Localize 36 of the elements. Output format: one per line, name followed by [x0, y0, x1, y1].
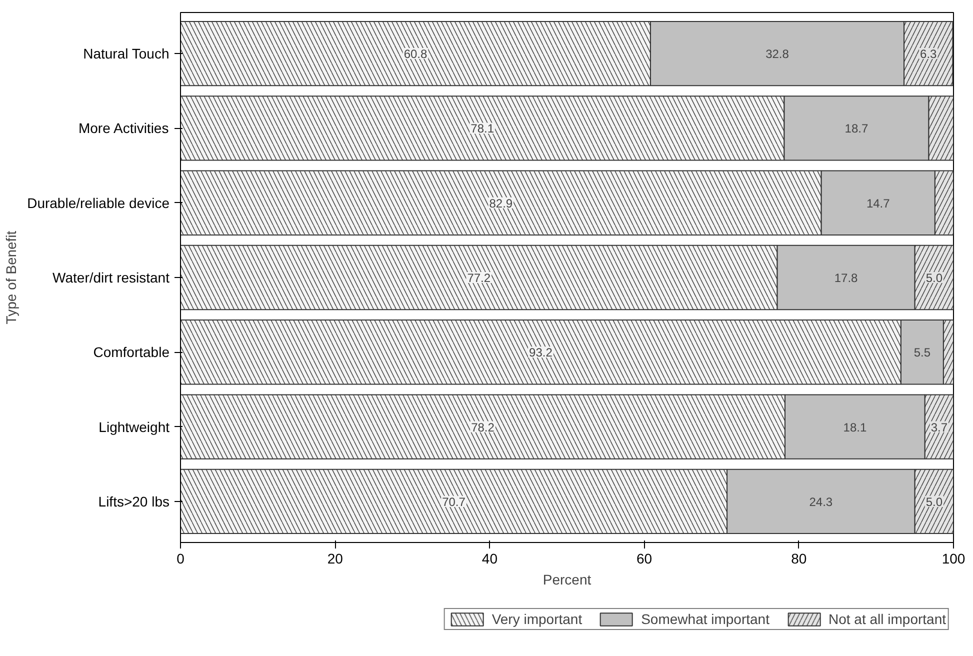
data-label: 18.7	[844, 122, 868, 136]
y-tick-label: Lightweight	[98, 418, 170, 435]
y-axis-title: Type of Benefit	[3, 230, 20, 324]
y-tick-label: More Activities	[78, 120, 169, 136]
x-tick-label: 80	[791, 550, 807, 566]
y-tick-label: Lifts>20 lbs	[98, 493, 170, 510]
legend-label: Very important	[492, 611, 582, 627]
y-tick-label: Natural Touch	[83, 46, 170, 62]
x-tick-label: 20	[327, 550, 344, 566]
data-label: 6.3	[920, 47, 938, 62]
data-label: 14.7	[866, 196, 890, 210]
data-label: 24.3	[809, 494, 833, 509]
data-label: 32.8	[766, 47, 790, 62]
data-label: 5.0	[926, 494, 943, 509]
x-axis-title: Percent	[542, 572, 592, 588]
data-label: 60.8	[404, 47, 428, 62]
data-label: 70.7	[442, 494, 466, 509]
x-tick-label: 0	[176, 550, 185, 566]
x-tick-label: 40	[482, 550, 498, 566]
data-label: 77.2	[467, 271, 491, 285]
data-label: 17.8	[834, 271, 858, 285]
data-label: 3.7	[930, 420, 948, 434]
data-label: 5.0	[926, 271, 943, 285]
y-tick-label: Water/dirt resistant	[52, 270, 170, 286]
data-label: 93.2	[529, 346, 553, 360]
data-label: 18.1	[843, 420, 867, 434]
x-tick-label: 60	[636, 550, 652, 566]
data-label: 5.5	[914, 346, 931, 360]
legend-label: Not at all important	[828, 611, 946, 627]
x-tick-label: 100	[942, 550, 966, 566]
y-tick-label: Comfortable	[93, 344, 170, 360]
data-label: 78.1	[470, 122, 494, 136]
legend-label: Somewhat important	[641, 611, 770, 627]
data-label: 78.2	[471, 420, 495, 434]
y-tick-label: Durable/reliable device	[27, 194, 170, 211]
data-label: 82.9	[489, 196, 513, 210]
